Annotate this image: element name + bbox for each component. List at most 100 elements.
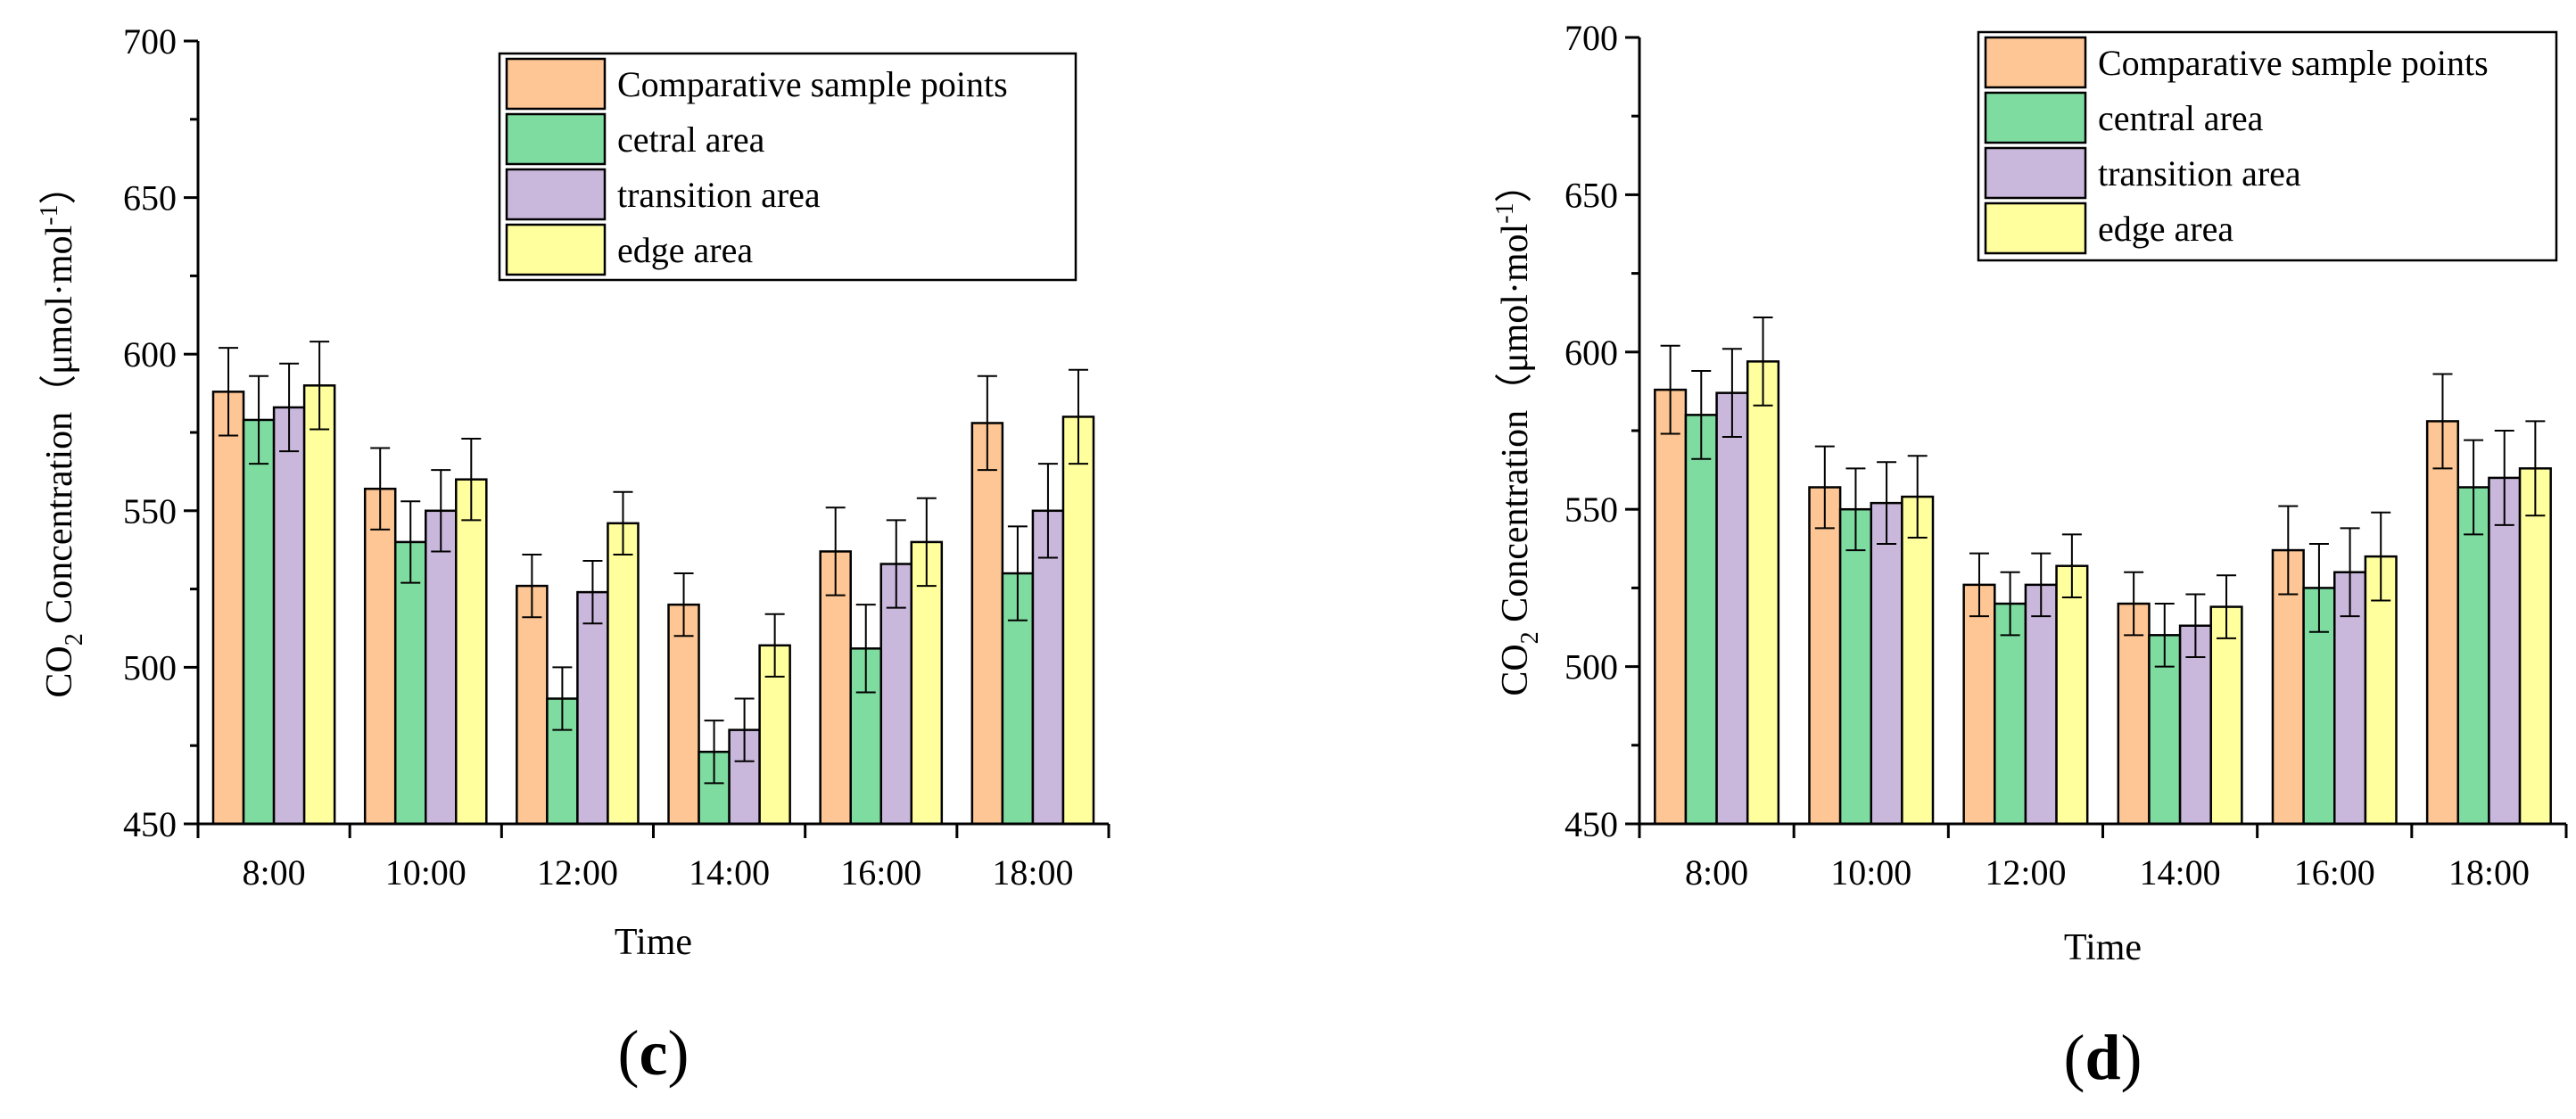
y-axis-title: CO2 Concentration（μmol·mol-1） <box>36 167 88 697</box>
bar <box>1901 495 1935 826</box>
y-axis-title-text: ） <box>39 167 80 204</box>
legend: Comparative sample points cetral area tran… <box>498 52 1077 282</box>
y-tick-label: 450 <box>123 804 177 844</box>
bar <box>1746 360 1780 826</box>
bar <box>1870 501 1903 826</box>
x-tick-label: 16:00 <box>2294 852 2375 893</box>
bar <box>2209 605 2243 826</box>
x-tick-label: 18:00 <box>992 852 1073 893</box>
bar <box>302 384 336 826</box>
bar <box>1838 507 1873 826</box>
legend-label: transition area <box>617 175 821 215</box>
bar <box>242 418 276 826</box>
x-tick-label: 8:00 <box>1685 852 1748 893</box>
bar <box>1962 583 1996 826</box>
bar <box>363 487 397 826</box>
panel-label-paren: ) <box>2121 1022 2143 1093</box>
legend-label: Comparative sample points <box>2098 43 2489 83</box>
x-tick-label: 10:00 <box>1830 852 1911 893</box>
legend-label: Comparative sample points <box>617 64 1008 104</box>
legend-label: central area <box>2098 98 2264 138</box>
chart-panel-c: 450 500 550 600 650 700 8:00 10:00 12:00 14:00 16:… <box>36 21 1110 1089</box>
legend-swatch <box>505 168 607 221</box>
bar <box>516 584 549 826</box>
y-axis-title-subscript: 2 <box>61 633 88 646</box>
legend-label: transition area <box>2098 153 2301 193</box>
bar <box>1654 388 1688 826</box>
chart-panel-d: 450 500 550 600 650 700 8:00 10:00 12:00 14:00 16:… <box>1491 18 2568 1093</box>
bar <box>667 603 700 826</box>
bar <box>1684 414 1718 826</box>
x-axis-title: Time <box>2064 927 2142 968</box>
bar <box>2271 548 2305 826</box>
y-axis-title-text: Concentration（μmol·mol <box>39 226 80 634</box>
panel-label: (c) <box>618 1017 689 1089</box>
legend: Comparative sample points central area tra… <box>1977 30 2558 262</box>
y-axis-title-text: Concentration（μmol·mol <box>1495 224 1536 632</box>
bar <box>819 550 852 826</box>
panel-label-letter: d <box>2085 1022 2120 1093</box>
y-axis-title-superscript: -1 <box>36 204 63 225</box>
bar <box>576 590 609 826</box>
y-tick-label: 600 <box>1565 333 1618 373</box>
y-tick-label: 450 <box>1565 804 1618 844</box>
y-tick-label: 500 <box>123 647 177 687</box>
legend-swatch <box>505 57 607 111</box>
y-axis-title-subscript: 2 <box>1516 631 1544 644</box>
y-axis-title-text: CO <box>39 646 80 697</box>
y-tick-label: 550 <box>1565 490 1618 530</box>
x-tick-label: 18:00 <box>2448 852 2530 893</box>
bar <box>272 406 306 826</box>
legend-swatch <box>505 223 607 276</box>
bar <box>2055 564 2089 826</box>
bar <box>455 478 488 826</box>
legend-swatch <box>505 112 607 166</box>
x-tick-label: 12:00 <box>1985 852 2066 893</box>
bar <box>1715 391 1749 826</box>
bar <box>607 522 640 826</box>
panel-label-paren: ) <box>667 1017 689 1089</box>
bar <box>2178 624 2212 826</box>
legend-label: cetral area <box>617 119 765 160</box>
panel-label-paren: ( <box>2063 1022 2085 1093</box>
bar <box>970 422 1004 826</box>
legend-label: edge area <box>2098 209 2233 249</box>
x-tick-label: 14:00 <box>2140 852 2221 893</box>
bar <box>2117 602 2151 826</box>
legend-swatch <box>1984 202 2087 255</box>
y-tick-label: 500 <box>1565 647 1618 687</box>
x-tick-label: 8:00 <box>243 852 306 893</box>
bar <box>2518 467 2552 826</box>
panel-label: (d) <box>2063 1022 2142 1093</box>
y-tick-label: 700 <box>1565 18 1618 58</box>
bar <box>1808 486 1842 826</box>
bar <box>2488 476 2522 826</box>
panel-label-letter: c <box>640 1017 668 1089</box>
bar <box>425 509 458 826</box>
legend-label: edge area <box>617 230 753 270</box>
legend-swatch <box>1984 36 2087 89</box>
panel-label-paren: ( <box>618 1017 640 1089</box>
bar <box>2024 583 2058 826</box>
y-axis-title-text: CO <box>1495 644 1536 695</box>
y-tick-label: 600 <box>123 334 177 374</box>
y-axis-title-superscript: -1 <box>1491 202 1519 223</box>
x-tick-label: 16:00 <box>840 852 921 893</box>
y-axis-title-text: ） <box>1495 165 1536 202</box>
y-tick-label: 650 <box>123 178 177 218</box>
bar <box>2425 420 2460 826</box>
y-axis-title: CO2 Concentration（μmol·mol-1） <box>1491 165 1544 695</box>
bar <box>1031 509 1065 826</box>
bar <box>1061 416 1095 826</box>
bar <box>393 540 427 826</box>
x-tick-label: 10:00 <box>385 852 466 893</box>
x-tick-label: 14:00 <box>689 852 770 893</box>
y-tick-label: 700 <box>123 21 177 62</box>
y-tick-label: 550 <box>123 491 177 531</box>
x-axis-title: Time <box>615 922 692 963</box>
x-tick-label: 12:00 <box>537 852 618 893</box>
y-tick-label: 650 <box>1565 175 1618 215</box>
legend-swatch <box>1984 146 2087 200</box>
bar <box>211 391 245 826</box>
